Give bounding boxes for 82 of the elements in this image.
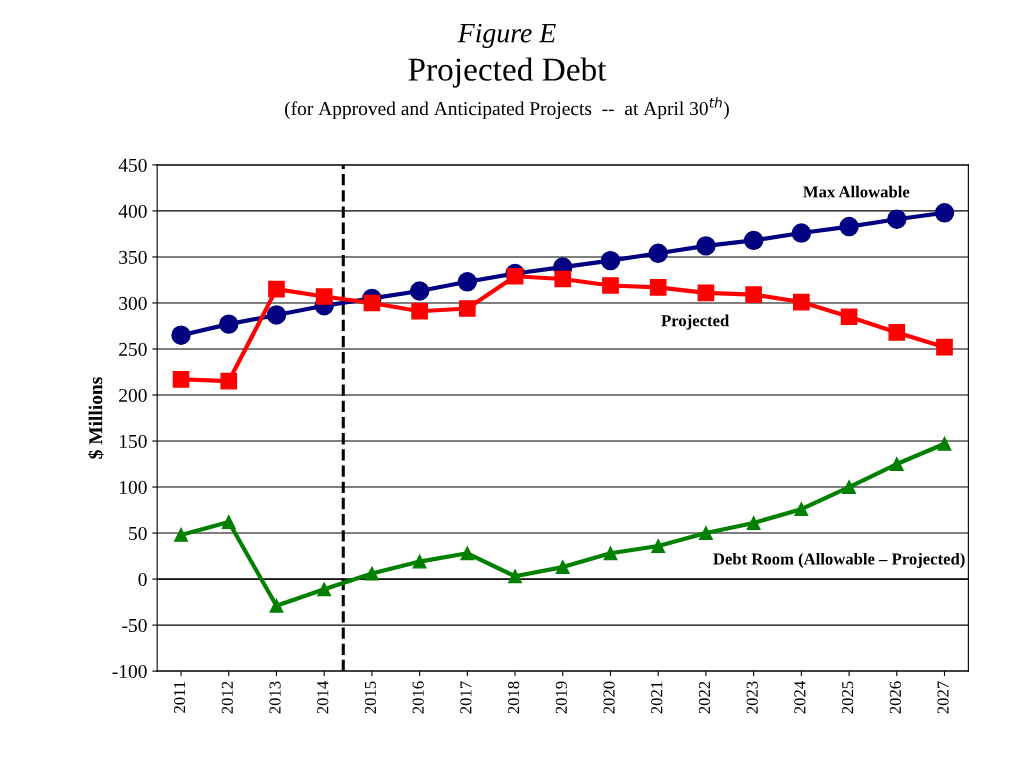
point [172,371,190,388]
point [221,515,236,529]
y-tick-label: 50 [129,526,147,540]
point [363,294,381,312]
x-tick-label: 2016 [412,681,424,714]
x-tick-label: 2012 [221,681,233,714]
point [554,270,572,288]
point [936,338,953,356]
y-tick-label: 150 [119,434,147,448]
point [937,436,952,451]
point [364,566,379,581]
point [603,546,618,561]
x-tick-label: 2023 [746,681,758,714]
point [793,293,810,311]
point [459,300,476,317]
chart-title: Projected Debt [408,57,607,88]
point [746,515,761,530]
point [600,250,621,271]
point [412,554,427,569]
point [555,560,570,575]
chart-subtitle: (for Approved and Anticipated Projects -- at April 30$^{th}$) [285,97,729,120]
x-tick-label: 2011 [173,681,186,713]
y-tick-label: 450 [118,158,147,172]
text: Figure E [457,23,556,49]
point [411,302,428,320]
point [888,324,906,341]
point [842,480,857,494]
series-label: Projected [661,314,730,330]
point [171,325,191,345]
point [409,281,430,301]
x-tick-label: 2018 [507,681,520,714]
point [269,598,284,613]
point [266,305,287,325]
point [887,209,907,229]
x-tick-label: 2024 [794,681,806,714]
point [457,272,478,292]
x-tick-label: 2026 [889,681,901,714]
point [791,223,812,243]
x-tick-label: 2013 [269,681,281,714]
point [174,527,188,542]
x-tick-label: 2017 [460,681,472,714]
point [649,278,667,296]
series-label: Debt Room (Allowable – Projected) [713,552,965,569]
y-tick-label: 200 [119,388,147,402]
y-tick-label: -50 [122,618,147,633]
point [317,582,332,597]
x-tick-label: 2019 [555,681,567,714]
x-tick-label: 2027 [937,681,949,714]
point [219,314,239,334]
point [698,526,713,541]
x-tick-label: 2020 [603,681,615,714]
point [696,236,716,256]
point [697,284,715,302]
point [743,230,764,251]
point [268,280,285,298]
point [220,372,238,390]
point [460,546,475,561]
point [745,286,762,304]
x-tick-label: 2015 [364,681,377,714]
point [794,502,809,517]
y-tick-label: 400 [118,204,147,218]
point [839,216,859,237]
x-tick-label: 2014 [317,681,329,714]
y-tick-label: 250 [119,342,147,356]
y-axis-title: $ Millions [88,377,104,459]
y-tick-label: 100 [119,480,147,494]
y-tick-label: 350 [119,250,147,264]
y-tick-label: 0 [138,572,147,587]
y-tick-label: -100 [112,664,147,679]
x-tick-label: 2022 [698,681,711,714]
point [648,243,668,263]
point [315,288,333,305]
point [508,569,522,584]
point [602,277,619,294]
x-tick-label: 2025 [842,681,854,714]
series-label: Max Allowable [803,185,910,198]
point [840,308,858,326]
point [651,539,666,553]
point [889,457,904,471]
point [934,203,955,223]
x-tick-label: 2021 [651,681,663,714]
y-tick-label: 300 [119,296,147,310]
